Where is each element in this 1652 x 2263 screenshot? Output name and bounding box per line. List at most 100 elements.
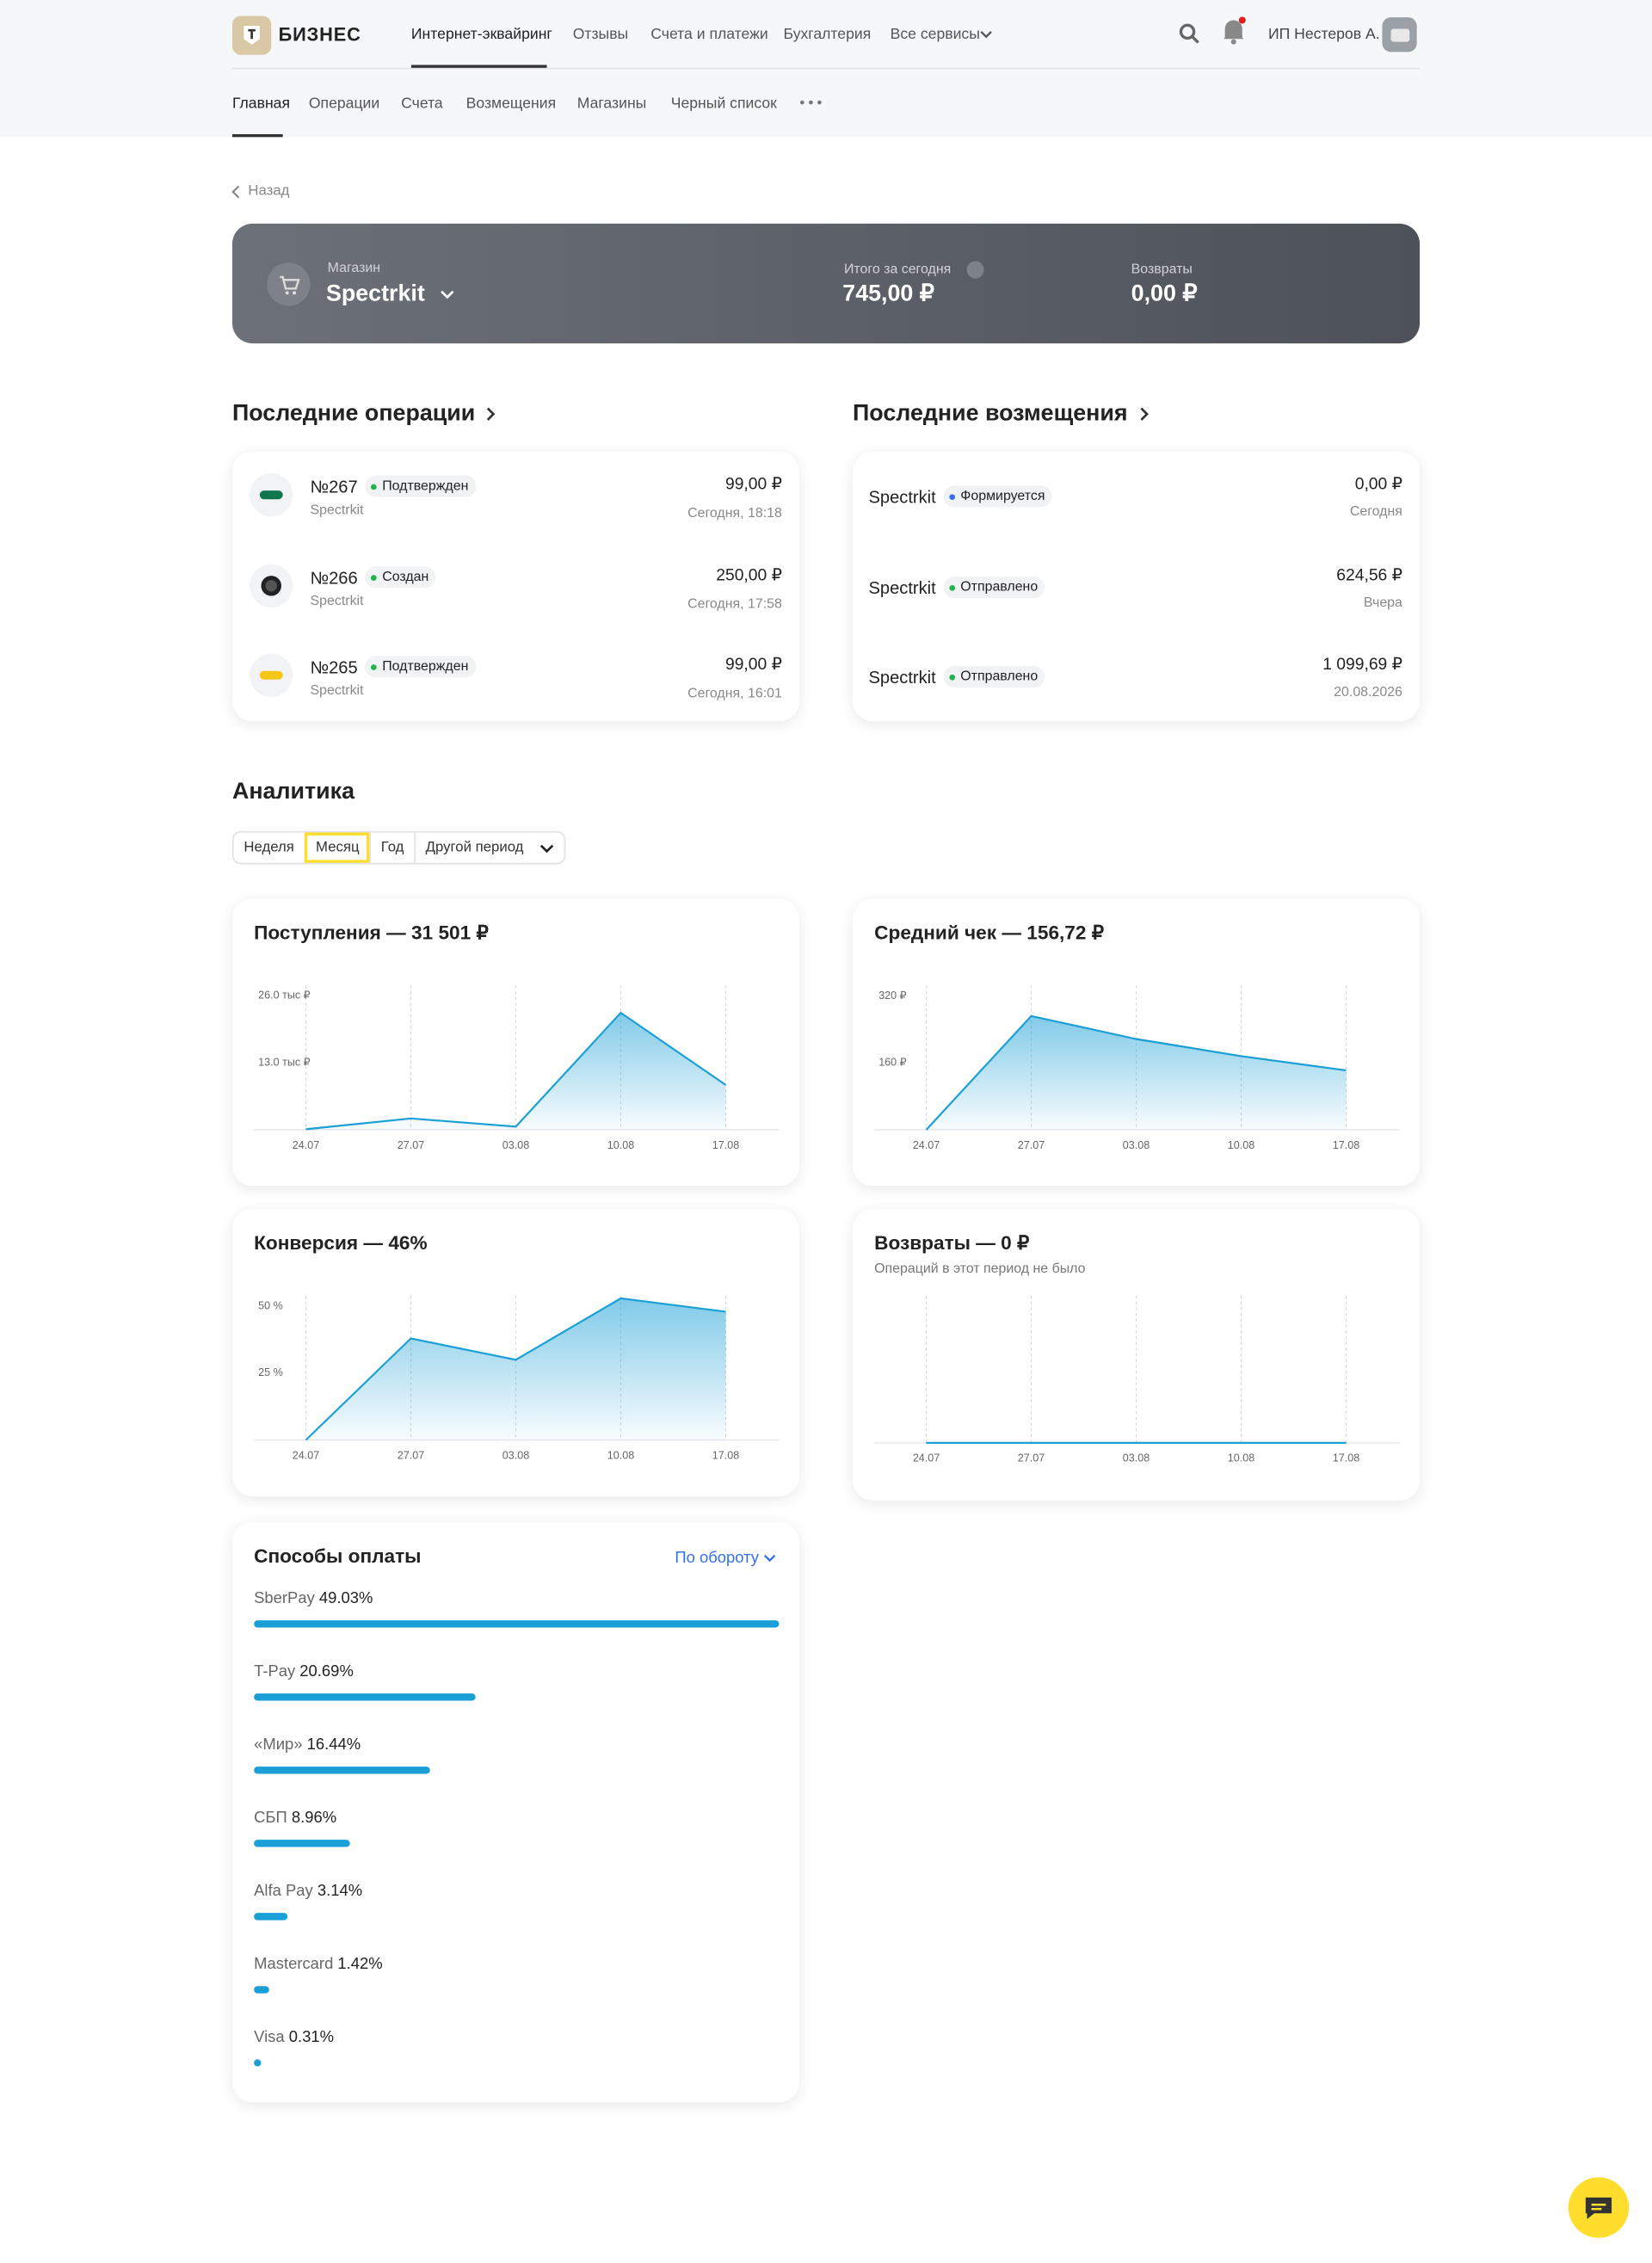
operation-line[interactable]: №267 Подтвержден <box>310 475 476 497</box>
chart-title: Средний чек — 156,72 ₽ <box>874 922 1105 944</box>
payout-amount: 1 099,69 ₽ <box>1322 657 1402 675</box>
value-label: 1.42% <box>337 1954 382 1972</box>
subnav-link[interactable]: Черный список <box>670 95 777 113</box>
method-name: Visa <box>254 2027 285 2045</box>
payment-icon <box>250 473 293 517</box>
bell-icon[interactable] <box>1221 15 1247 45</box>
logo-shield <box>243 26 260 45</box>
status-pill: Подтвержден <box>365 475 476 497</box>
period-button[interactable]: Год <box>369 832 414 863</box>
subnav-link[interactable]: Счета <box>401 95 443 113</box>
back-chevron[interactable] <box>231 185 242 200</box>
chart-title: Возвраты — 0 ₽ <box>874 1232 1030 1254</box>
chart-card: Способы оплаты SberPay 49.03% T-Pay 20.69% «М… <box>231 1522 799 2103</box>
avatar[interactable] <box>1382 17 1417 52</box>
subnav-link[interactable]: Возмещения <box>465 95 557 113</box>
x-tick-label: 03.08 <box>502 1449 529 1461</box>
user-name[interactable]: ИП Нестеров А. <box>1267 25 1380 43</box>
payment-icon <box>250 653 293 697</box>
method-name: SberPay <box>254 1588 315 1606</box>
x-tick-label: 17.08 <box>1333 1452 1359 1464</box>
section-title[interactable]: Последние операции <box>231 401 476 427</box>
chart-title: Конверсия — 46% <box>254 1232 427 1254</box>
operation-line[interactable]: №265 Подтвержден <box>310 656 476 678</box>
period-button[interactable]: Другой период <box>414 832 564 863</box>
status-pill: Формируется <box>943 485 1052 508</box>
icon-mark <box>259 490 283 500</box>
logo-text[interactable]: БИЗНЕС <box>278 23 361 46</box>
method-name: СБП <box>254 1808 287 1826</box>
shop-name[interactable]: Spectrkit <box>325 281 425 307</box>
bar-label: «Мир» 16.44% <box>254 1735 361 1753</box>
operation-number: №267 <box>310 476 358 496</box>
bar <box>254 1693 476 1701</box>
help-icon[interactable] <box>966 261 984 279</box>
sort-select[interactable]: По обороту <box>675 1548 759 1566</box>
search-icon[interactable] <box>1179 23 1200 45</box>
area <box>305 1013 726 1130</box>
operation-number: №265 <box>310 656 358 677</box>
payout-date: Сегодня <box>1349 503 1402 521</box>
shop-icon <box>267 262 311 306</box>
operation-line[interactable]: №266 Создан <box>311 566 436 589</box>
shop-label: Магазин <box>327 260 381 276</box>
nav-link[interactable]: Счета и платежи <box>650 25 768 43</box>
today-label: Итого за сегодня <box>843 262 952 278</box>
period-button[interactable]: Неделя <box>243 839 294 856</box>
back-link[interactable]: Назад <box>248 182 290 200</box>
nav-link[interactable]: Бухгалтерия <box>783 25 872 43</box>
method-name: Mastercard <box>254 1954 333 1972</box>
payout-date: 20.08.2026 <box>1334 684 1402 700</box>
line <box>305 1011 727 1131</box>
payout-shop: Spectrkit <box>868 666 936 688</box>
x-tick-label: 10.08 <box>1228 1139 1254 1151</box>
x-tick-label: 03.08 <box>502 1139 529 1151</box>
y-tick-label: 320 ₽ <box>878 990 906 1002</box>
payout-shop: Spectrkit <box>868 577 936 598</box>
area <box>926 1015 1347 1130</box>
payout-amount: 624,56 ₽ <box>1336 567 1402 585</box>
subnav-underline <box>231 133 283 138</box>
payouts-card: Spectrkit Формируется 0,00 ₽ Сегодня Spectrk… <box>853 451 1421 722</box>
payout-amount: 0,00 ₽ <box>1354 476 1402 494</box>
line <box>305 1297 726 1441</box>
nav-link[interactable]: Отзывы <box>572 25 629 43</box>
x-tick-label: 10.08 <box>607 1139 634 1151</box>
chart-card: Средний чек — 156,72 ₽ 24.07 27.07 03.08 10.… <box>853 898 1421 1187</box>
chart-card: Конверсия — 46% 24.07 27.07 03.08 10.08 17.08… <box>231 1209 799 1496</box>
y-tick-label: 160 ₽ <box>878 1057 906 1069</box>
operation-time: Сегодня, 16:01 <box>687 686 782 702</box>
bar <box>254 1620 780 1628</box>
subnav-link[interactable]: Главная <box>231 95 290 113</box>
y-tick-label: 50 % <box>258 1300 283 1312</box>
nav-underline <box>410 65 547 68</box>
more-dots[interactable] <box>799 98 823 107</box>
x-tick-label: 24.07 <box>293 1139 319 1151</box>
value-label: 8.96% <box>292 1808 336 1826</box>
section-title[interactable]: Последние возмещения <box>853 401 1128 427</box>
subnav-link[interactable]: Операции <box>308 95 380 113</box>
payout-shop: Spectrkit <box>868 486 936 507</box>
chart: Поступления — 31 501 ₽ 24.07 27.07 03.08 10.… <box>254 922 780 1151</box>
status-pill: Отправлено <box>943 576 1045 599</box>
subnav-link[interactable]: Магазины <box>576 95 647 113</box>
shop-chevron[interactable] <box>440 288 454 299</box>
section-chevron[interactable] <box>484 405 496 422</box>
payment-icon <box>250 564 293 607</box>
section-chevron[interactable] <box>1138 405 1150 422</box>
nav-link[interactable]: Интернет-эквайринг <box>410 25 552 43</box>
y-tick-label: 26.0 тыс ₽ <box>258 990 311 1002</box>
chart: Способы оплаты SberPay 49.03% T-Pay 20.69% «М… <box>254 1545 780 2067</box>
payout-line[interactable]: Spectrkit Формируется <box>868 485 1052 508</box>
chat-button[interactable] <box>1568 2177 1630 2238</box>
bar <box>254 1913 288 1921</box>
period-button[interactable]: Месяц <box>304 832 370 863</box>
nav-link[interactable]: Все сервисы <box>890 25 980 43</box>
chart: Средний чек — 156,72 ₽ 24.07 27.07 03.08 10.… <box>874 922 1400 1151</box>
payout-line[interactable]: Spectrkit Отправлено <box>868 665 1045 688</box>
logo-icon[interactable] <box>231 15 272 55</box>
status-text: Создан <box>382 569 429 585</box>
bar-label: SberPay 49.03% <box>254 1588 373 1606</box>
payout-line[interactable]: Spectrkit Отправлено <box>868 576 1045 599</box>
